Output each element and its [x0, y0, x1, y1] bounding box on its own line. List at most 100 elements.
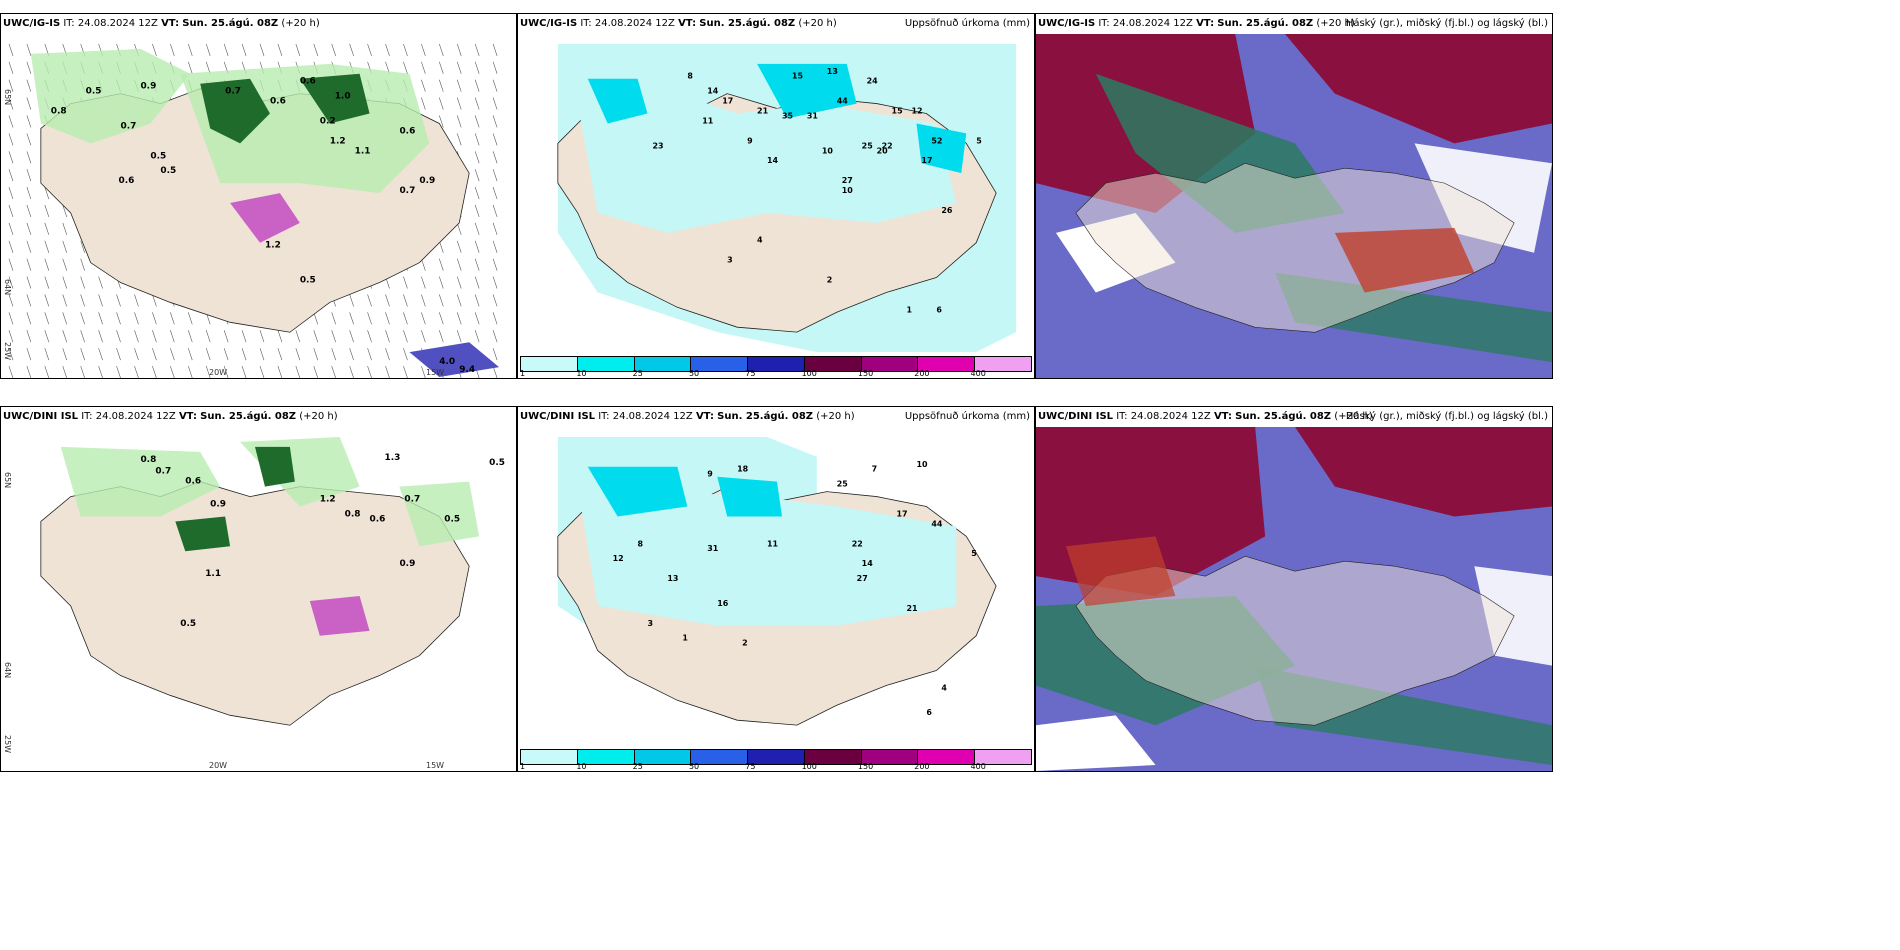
wind-barb [223, 330, 229, 343]
panel-header: UWC/IG-IS IT: 24.08.2024 12Z VT: Sun. 25… [1, 14, 516, 34]
svg-text:1.1: 1.1 [205, 569, 221, 579]
wind-barb [439, 97, 444, 110]
wind-barb [259, 43, 265, 56]
wind-barb [331, 365, 336, 378]
wind-barb [44, 258, 50, 271]
wind-barb [26, 365, 32, 378]
wind-barb [62, 312, 68, 325]
map-area[interactable]: 0.8 0.9 0.7 0.6 1.0 0.5 0.2 1.1 0.9 0.6 … [1, 34, 516, 378]
wind-barb [439, 294, 444, 307]
wind-barb [26, 276, 32, 289]
wind-barb [456, 79, 462, 92]
wind-barb [313, 330, 319, 343]
colorbar-swatch [691, 357, 749, 371]
svg-text:0.6: 0.6 [270, 97, 286, 107]
wind-barb [26, 330, 32, 343]
wind-barb [474, 61, 480, 74]
wind-barb [62, 294, 68, 307]
iceland-cloud-map [1036, 34, 1552, 378]
wind-barb [26, 240, 32, 253]
wind-barb [170, 348, 175, 361]
svg-text:17: 17 [921, 156, 932, 165]
map-area[interactable] [1036, 427, 1552, 771]
wind-barb [403, 365, 408, 378]
panel-header: UWC/IG-IS IT: 24.08.2024 12Z VT: Sun. 25… [1036, 14, 1552, 34]
wind-barb [456, 97, 462, 110]
wind-barb [439, 79, 444, 92]
svg-text:0.5: 0.5 [86, 87, 102, 97]
svg-text:10: 10 [822, 146, 834, 155]
wind-barb [349, 43, 354, 56]
svg-text:12: 12 [613, 554, 624, 563]
svg-text:9: 9 [747, 136, 753, 145]
svg-text:10: 10 [916, 460, 928, 469]
map-area[interactable]: 0.5 1.3 0.8 0.7 0.6 1.2 0.9 0.5 0.8 1.1 … [1, 427, 516, 771]
wind-barb [44, 294, 50, 307]
map-area[interactable]: 8 14 17 15 13 24 11 23 21 35 31 44 15 12… [518, 34, 1034, 356]
wind-barb [403, 294, 408, 307]
wind-barb [98, 276, 103, 289]
wind-barb [80, 276, 85, 289]
wind-barb [492, 276, 498, 289]
wind-barb [403, 276, 408, 289]
wind-barb [313, 312, 319, 325]
lon-label: 15W [426, 368, 445, 377]
wind-barb [331, 312, 336, 325]
wind-barb [421, 258, 426, 271]
wind-barb [134, 365, 139, 378]
wind-barb [456, 312, 462, 325]
map-area[interactable]: 9 18 25 10 7 17 44 31 11 22 14 27 13 8 5… [518, 427, 1034, 749]
wind-barb [439, 276, 444, 289]
wind-barb [474, 97, 480, 110]
svg-text:0.5: 0.5 [444, 514, 460, 524]
wind-barb [80, 348, 85, 361]
map-panel-clouds-top: UWC/IG-IS IT: 24.08.2024 12Z VT: Sun. 25… [1035, 13, 1553, 379]
wind-barb [474, 115, 480, 128]
map-area[interactable] [1036, 34, 1552, 378]
wind-barb [187, 365, 193, 378]
wind-barb [8, 97, 14, 110]
map-panel-accum-precip-bottom: UWC/DINI ISL IT: 24.08.2024 12Z VT: Sun.… [517, 406, 1035, 772]
wind-barb [8, 294, 14, 307]
colorbar-tick: 400 [970, 762, 986, 771]
svg-text:1: 1 [906, 305, 912, 314]
svg-text:0.7: 0.7 [155, 467, 171, 477]
svg-text:44: 44 [837, 97, 849, 106]
wind-barb [439, 43, 444, 56]
wind-barb [205, 61, 211, 74]
wind-barb [492, 222, 498, 235]
wind-barb [349, 312, 354, 325]
wind-barb [44, 240, 50, 253]
svg-text:0.7: 0.7 [399, 186, 415, 196]
svg-text:9.4: 9.4 [459, 365, 475, 375]
wind-barb [385, 365, 390, 378]
wind-barb [492, 115, 498, 128]
wind-barb [187, 348, 193, 361]
wind-barb [170, 330, 175, 343]
wind-barb [367, 294, 372, 307]
colorbar-tick: 75 [745, 762, 756, 771]
panel-header: UWC/DINI ISL IT: 24.08.2024 12Z VT: Sun.… [518, 407, 1034, 427]
svg-text:8: 8 [687, 72, 693, 81]
map-panel-wind-precip-bottom: UWC/DINI ISL IT: 24.08.2024 12Z VT: Sun.… [0, 406, 517, 772]
wind-barb [241, 365, 247, 378]
svg-text:4: 4 [941, 683, 947, 692]
colorbar-swatch [804, 357, 862, 371]
wind-barb [492, 61, 498, 74]
colorbar-tick: 200 [914, 762, 930, 771]
wind-barb [134, 294, 139, 307]
svg-text:52: 52 [931, 136, 942, 145]
colorbar-swatch [577, 357, 635, 371]
colorbar-tick: 75 [745, 369, 756, 378]
lon-label: 25W [3, 734, 12, 753]
svg-text:17: 17 [897, 509, 908, 518]
svg-text:35: 35 [782, 111, 793, 120]
wind-barb [187, 330, 193, 343]
svg-text:12: 12 [911, 107, 922, 116]
wind-barb [134, 348, 139, 361]
wind-barb [349, 330, 354, 343]
wind-barb [349, 365, 354, 378]
svg-text:4.0: 4.0 [439, 357, 455, 367]
wind-barb [349, 294, 354, 307]
wind-barb [385, 294, 390, 307]
